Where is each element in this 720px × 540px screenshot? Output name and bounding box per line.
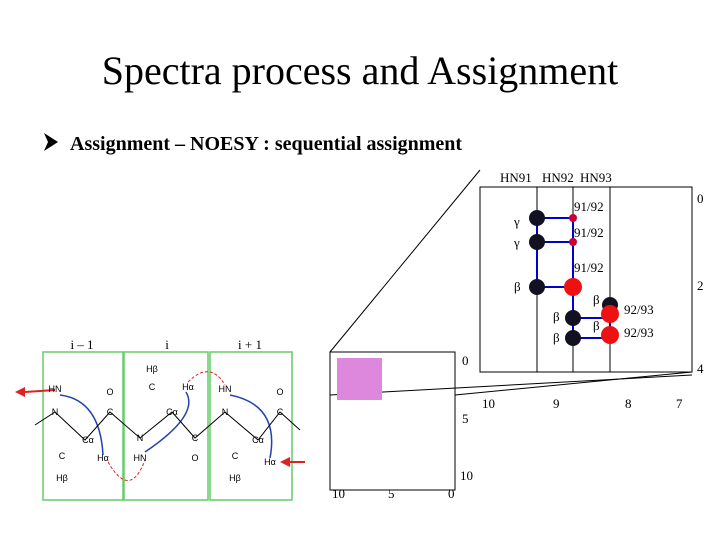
atom-label: Hβ <box>56 473 68 483</box>
peak-label: β <box>593 318 600 333</box>
bullet-text: Assignment – NOESY : sequential assignme… <box>70 133 462 155</box>
x-tick: 8 <box>625 396 632 411</box>
y-tick: 2 <box>697 278 704 293</box>
spectrum <box>329 169 693 396</box>
atom-label: C <box>277 407 284 417</box>
atom-label: Hβ <box>146 364 158 374</box>
atom-label: Cα <box>252 435 264 445</box>
y-tick: 10 <box>460 468 473 483</box>
atom-label: HN <box>49 384 62 394</box>
atom-label: Hα <box>182 382 194 392</box>
atom-label: N <box>52 407 59 417</box>
cross-label: 91/92 <box>574 199 604 214</box>
cross-label: 91/92 <box>574 225 604 240</box>
atom-label: O <box>191 453 198 463</box>
y-tick: 5 <box>462 411 469 426</box>
atom-label: N <box>222 407 229 417</box>
atom-label: C <box>107 407 114 417</box>
cross-label: 91/92 <box>574 260 604 275</box>
peak-label: β <box>514 279 521 294</box>
x-tick: 0 <box>448 486 455 501</box>
overview-labels: 0 5 10 10 5 0 <box>332 353 473 501</box>
atom-label: Hβ <box>229 473 241 483</box>
column-label: HN91 <box>500 170 532 185</box>
spectrum-labels: HN91 HN92 HN93 0 2 4 10 9 8 7 γ γ β β β … <box>482 170 704 411</box>
y-tick: 0 <box>462 353 469 368</box>
cross-label: 92/93 <box>624 302 654 317</box>
peaks <box>529 210 619 346</box>
y-tick: 4 <box>697 361 704 376</box>
peak-label: β <box>553 330 560 345</box>
atom-label: HN <box>219 384 232 394</box>
zoom-region <box>337 358 382 400</box>
x-tick: 5 <box>388 486 395 501</box>
peak-label: β <box>593 292 600 307</box>
atom-label: C <box>232 451 239 461</box>
column-label: HN92 <box>542 170 574 185</box>
atom-label: Hα <box>97 453 109 463</box>
residue-header: i – 1 <box>70 337 93 352</box>
cross-label: 92/93 <box>624 325 654 340</box>
atom-label: Hα <box>264 457 276 467</box>
x-tick: 10 <box>482 396 495 411</box>
x-tick: 7 <box>676 396 683 411</box>
residue-header: i <box>165 337 169 352</box>
atom-label: Cα <box>82 435 94 445</box>
residue-header: i + 1 <box>238 337 262 352</box>
bullet-arrow <box>44 133 58 151</box>
atom-label: C <box>149 382 156 392</box>
atom-label: Cα <box>166 407 178 417</box>
title: Spectra process and Assignment <box>102 48 619 93</box>
y-tick: 0 <box>697 191 704 206</box>
overview-box <box>329 351 456 491</box>
residue-diagram <box>15 351 305 501</box>
column-label: HN93 <box>580 170 612 185</box>
atom-label: N <box>137 433 144 443</box>
atom-label: HN <box>134 453 147 463</box>
x-tick: 9 <box>553 396 560 411</box>
peak-label: γ <box>513 235 520 250</box>
atom-label: C <box>192 433 199 443</box>
peak-label: γ <box>513 214 520 229</box>
peak-label: β <box>553 309 560 324</box>
atom-label: O <box>276 387 283 397</box>
atom-label: C <box>59 451 66 461</box>
residue-labels: i – 1 i i + 1 <box>70 337 262 352</box>
atom-label: O <box>106 387 113 397</box>
x-tick: 10 <box>332 486 345 501</box>
